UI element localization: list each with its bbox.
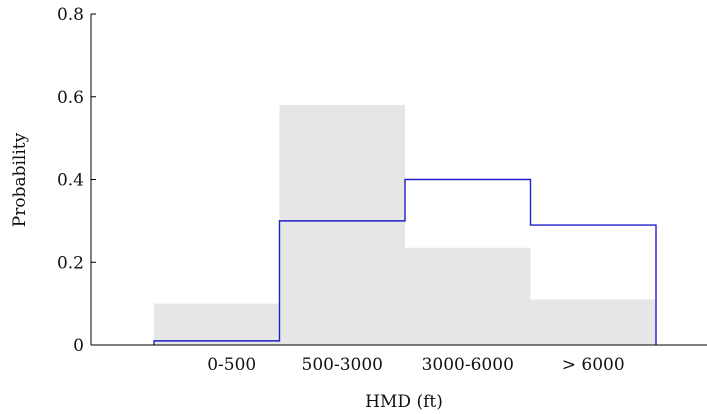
x-tick-label: 500-3000 <box>302 355 383 375</box>
y-tick-label: 0.6 <box>57 88 84 108</box>
x-tick-labels: 0-500 500-3000 3000-6000 > 6000 <box>207 355 624 375</box>
x-tick-label: 3000-6000 <box>422 355 514 375</box>
y-axis-label: Probability <box>10 132 30 227</box>
bar-4 <box>531 299 657 345</box>
x-tick-label: > 6000 <box>562 355 625 375</box>
y-tick-label: 0 <box>73 336 84 356</box>
y-tick-label: 0.2 <box>57 253 84 273</box>
bar-3 <box>405 248 531 345</box>
bar-2 <box>280 105 406 345</box>
y-tick-label: 0.4 <box>57 171 84 191</box>
y-tick-label: 0.8 <box>57 5 84 25</box>
bar-1 <box>154 304 280 345</box>
x-axis-label: HMD (ft) <box>365 392 443 412</box>
x-tick-label: 0-500 <box>207 355 256 375</box>
y-ticks: 0 0.2 0.4 0.6 0.8 <box>57 5 96 356</box>
